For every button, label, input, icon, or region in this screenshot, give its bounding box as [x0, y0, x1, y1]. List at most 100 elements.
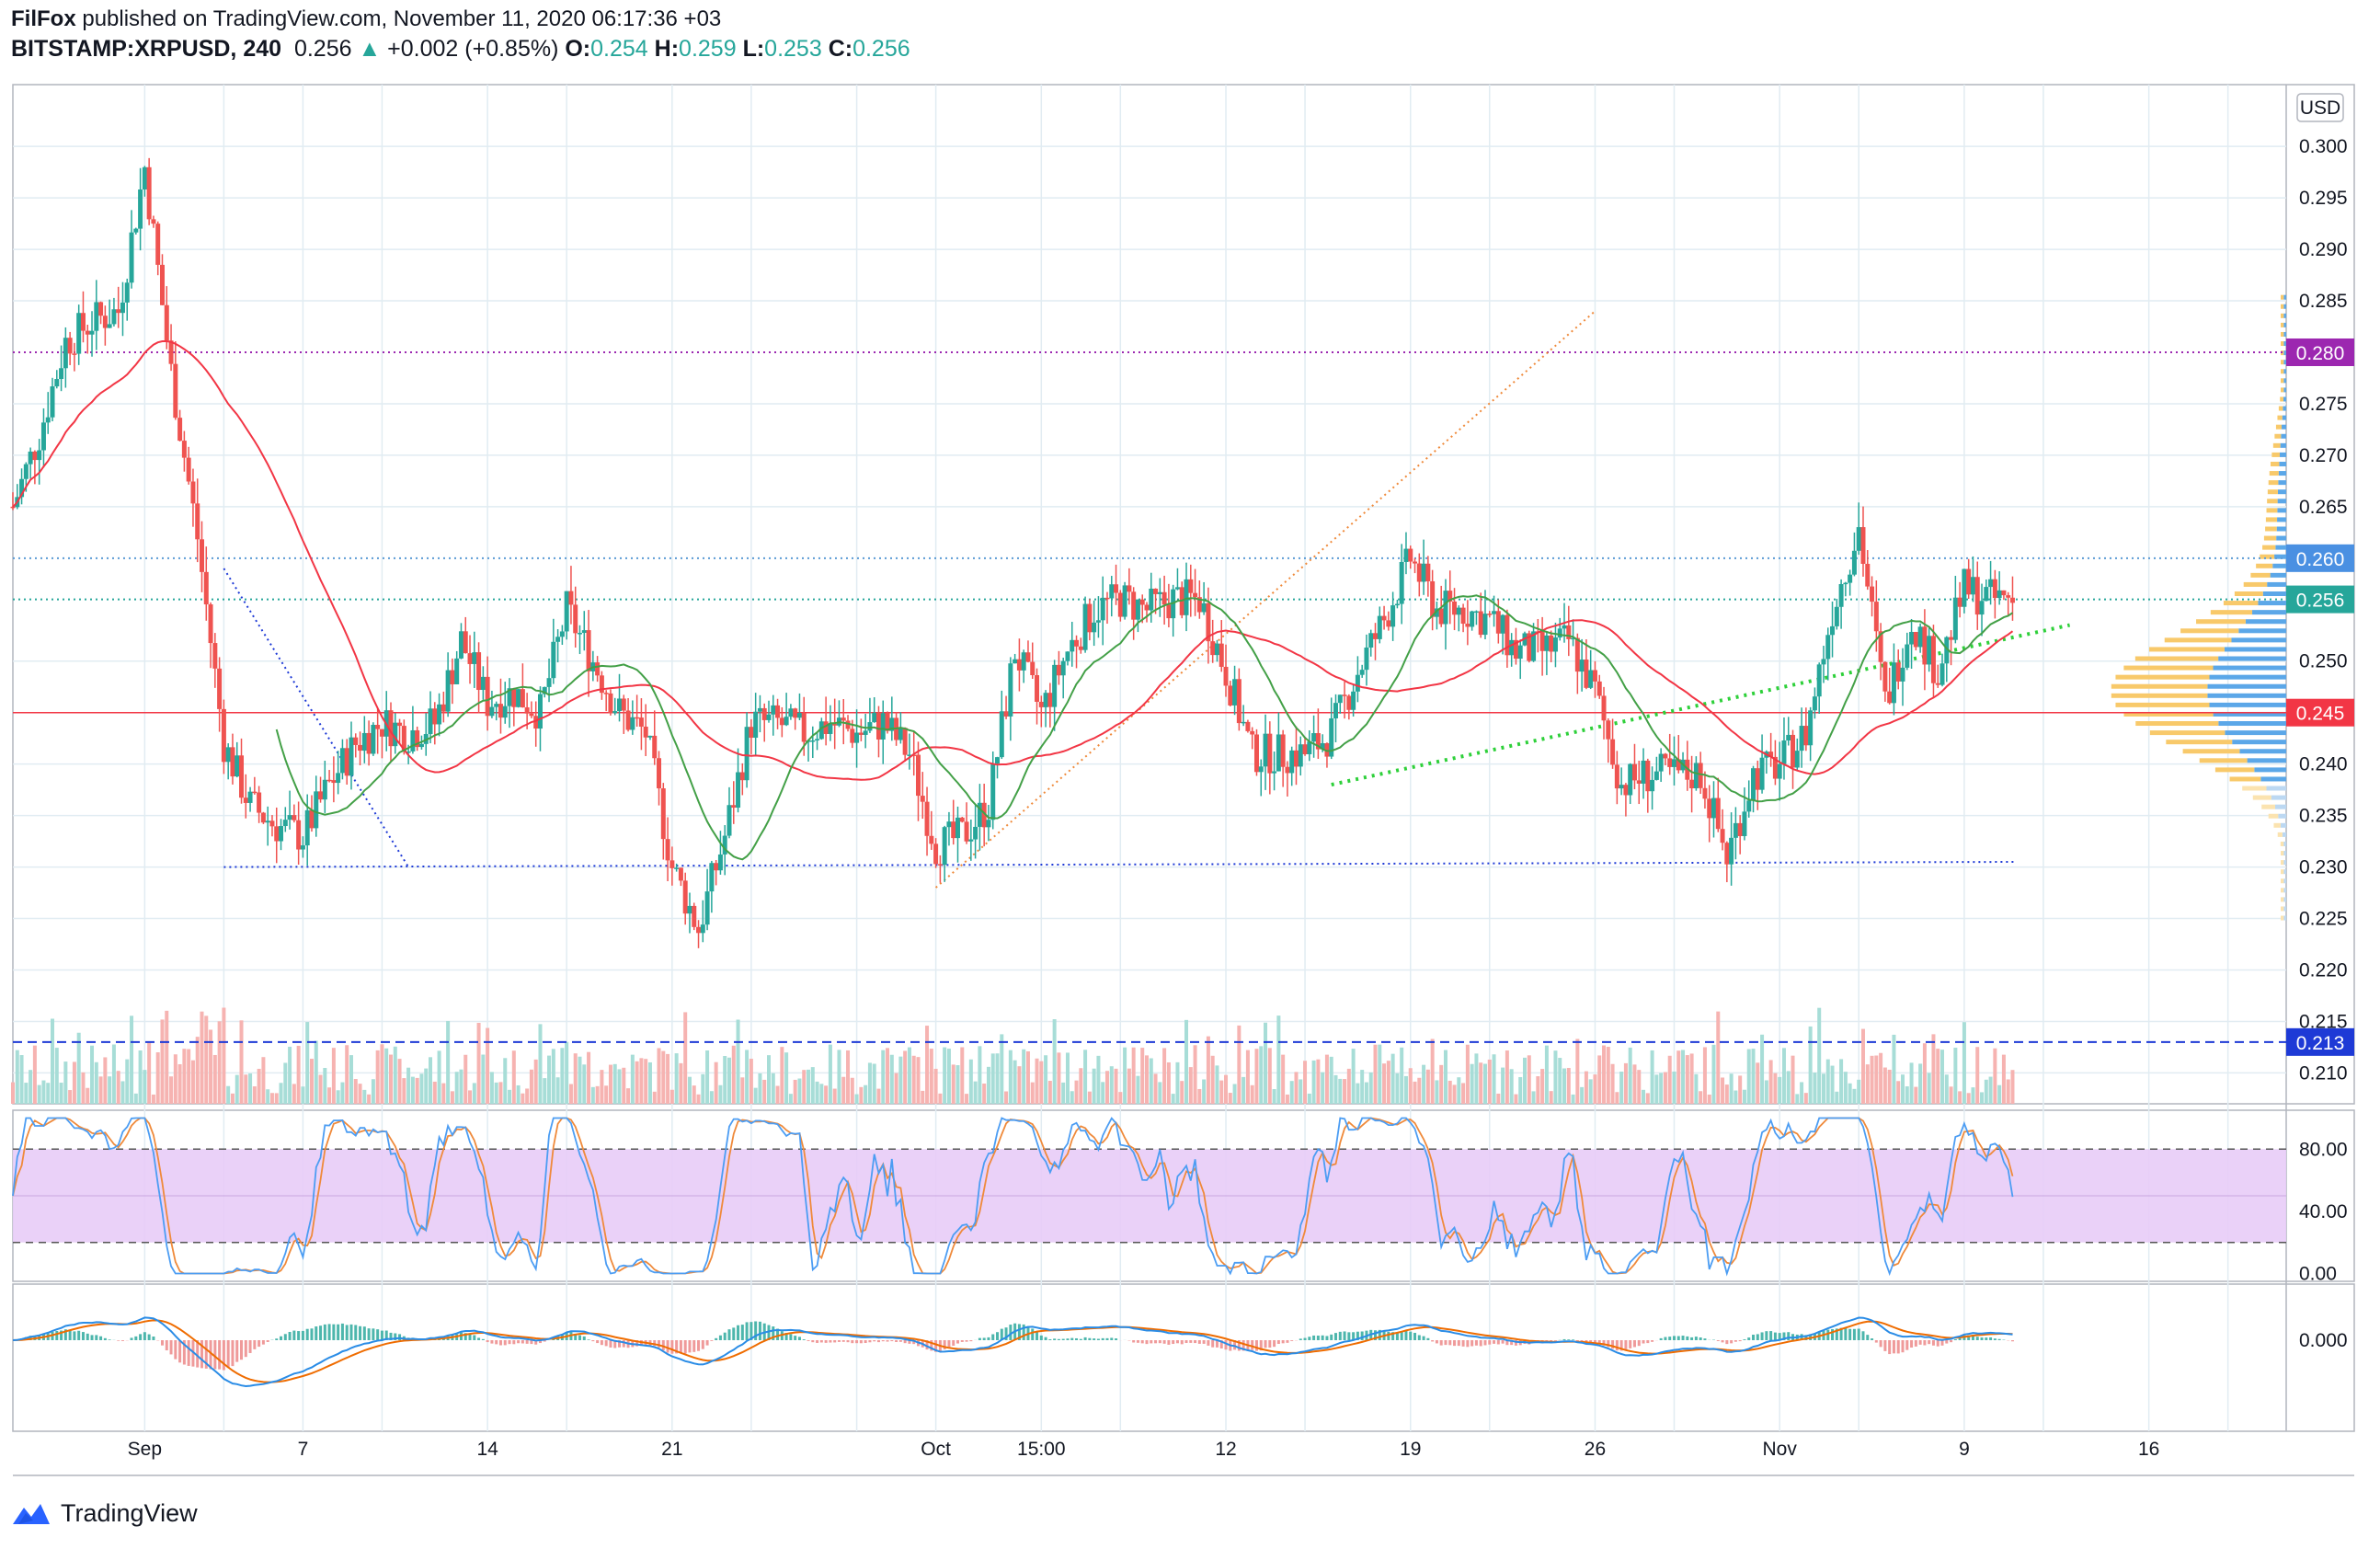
open-label: O:: [565, 36, 591, 62]
candle-body: [1060, 660, 1066, 676]
trend-lines[interactable]: [223, 310, 2071, 889]
volume-bar: [1343, 1079, 1347, 1104]
volume-bar: [1482, 1063, 1487, 1104]
volume-bar: [441, 1083, 446, 1104]
y-tick-label-0: 0.300: [2299, 136, 2348, 157]
profile-bar-up: [2239, 749, 2286, 754]
candle-body: [1008, 663, 1013, 717]
candle-body: [1658, 753, 1664, 772]
profile-bar-down: [2261, 804, 2275, 809]
volume-bar: [138, 1050, 143, 1104]
candle-body: [1289, 750, 1295, 774]
volume-bar: [314, 1040, 318, 1104]
profile-bar-down: [2262, 545, 2276, 550]
candle-body: [1092, 622, 1097, 633]
profile-bar-up: [2209, 674, 2286, 680]
macd-histogram-bar: [895, 1340, 898, 1342]
volume-bar: [1294, 1072, 1299, 1104]
macd-histogram-bar: [1923, 1340, 1927, 1346]
candle-body: [1641, 760, 1646, 784]
candle-body: [1368, 633, 1374, 648]
volume-bar: [1966, 1093, 1971, 1104]
profile-bar-up: [2276, 526, 2286, 532]
macd-histogram-bar: [1910, 1340, 1914, 1348]
macd-histogram-bar: [1070, 1337, 1074, 1340]
macd-histogram-bar: [73, 1331, 76, 1340]
price-axis[interactable]: 0.300 0.295 0.290 0.285 0.275 0.270 0.265 0.250…: [2296, 93, 2348, 1351]
macd-histogram-bar: [802, 1339, 806, 1340]
volume-bar: [222, 1007, 226, 1104]
volume-bar: [98, 1076, 103, 1104]
profile-bar-down: [2281, 878, 2284, 884]
chart-canvas[interactable]: 0.300 0.295 0.290 0.285 0.275 0.270 0.265 0.250…: [0, 0, 2380, 1499]
macd-histogram-bar: [1404, 1330, 1408, 1340]
volume-bar: [472, 1083, 476, 1104]
volume-bar: [740, 1077, 745, 1104]
macd-histogram-bar: [354, 1325, 358, 1340]
candle-body: [1280, 734, 1286, 767]
volume-bar: [516, 1084, 521, 1104]
candle-body: [1078, 646, 1083, 650]
candle-body: [1614, 764, 1619, 789]
volume-bar: [15, 1050, 19, 1104]
volume-bar: [331, 1048, 336, 1104]
time-axis[interactable]: Sep 7 14 21 Oct 15:00 12 19 26 Nov 9 16: [128, 1439, 2160, 1460]
candle-body: [129, 232, 134, 283]
volume-bar: [1395, 1073, 1400, 1104]
author-name[interactable]: FilFox: [11, 6, 76, 31]
tradingview-brand[interactable]: TradingView: [9, 1499, 198, 1528]
currency-badge[interactable]: [2296, 93, 2344, 122]
profile-bar-up: [2283, 360, 2286, 365]
candle-body: [1456, 607, 1461, 615]
macd-histogram-bar: [1892, 1340, 1895, 1354]
candle-body: [1302, 744, 1308, 754]
macd-histogram-bar: [851, 1340, 854, 1344]
candle-body: [625, 710, 631, 730]
macd-histogram-bar: [1496, 1340, 1500, 1345]
volume-bar: [1000, 1034, 1004, 1104]
profile-bar-down: [2260, 554, 2275, 559]
x-tick-label-0: Sep: [128, 1439, 162, 1460]
macd-histogram-bar: [77, 1330, 81, 1340]
macd-histogram-bar: [1602, 1340, 1606, 1346]
volume-bar: [767, 1055, 771, 1104]
profile-bar-down: [2281, 906, 2284, 912]
volume-bar: [771, 1073, 775, 1104]
macd-histogram-bar: [1189, 1340, 1193, 1343]
candle-body: [986, 820, 991, 828]
symbol-label[interactable]: BITSTAMP:XRPUSD, 240: [11, 36, 282, 62]
candle-body: [638, 717, 644, 727]
volume-bar: [543, 1078, 547, 1104]
candle-body: [450, 670, 455, 684]
volume-bar: [494, 1082, 498, 1104]
candle-body: [1307, 741, 1312, 754]
volume-bar: [239, 1020, 244, 1104]
macd-histogram-bar: [1852, 1328, 1856, 1340]
candle-body: [657, 758, 662, 789]
volume-bar: [1892, 1034, 1896, 1104]
candle-body: [516, 689, 521, 707]
x-tick-label-4: Oct: [921, 1439, 951, 1460]
volume-bar: [775, 1085, 780, 1104]
volume-bar: [1905, 1086, 1909, 1104]
candle-body: [1272, 771, 1277, 774]
volume-bar: [1285, 1094, 1289, 1104]
profile-bar-down: [2252, 795, 2271, 800]
candle-body: [1562, 625, 1567, 629]
candle-body: [929, 835, 934, 844]
profile-bar-down: [2196, 619, 2246, 625]
profile-bar-up: [2278, 471, 2286, 476]
volume-bar: [802, 1070, 807, 1104]
candle-body: [793, 708, 798, 718]
volume-bar: [1228, 1093, 1232, 1104]
macd-histogram-bar: [816, 1340, 819, 1343]
volume-bar: [797, 1078, 802, 1104]
macd-histogram-bar: [1567, 1339, 1571, 1340]
candle-body: [1333, 703, 1338, 718]
candle-body: [537, 694, 543, 729]
volume-bar: [1993, 1048, 1997, 1104]
volume-bar: [1417, 1077, 1422, 1104]
volume-bar: [960, 1047, 965, 1104]
macd-histogram-bar: [604, 1340, 608, 1347]
volume-bar: [1865, 1064, 1870, 1104]
